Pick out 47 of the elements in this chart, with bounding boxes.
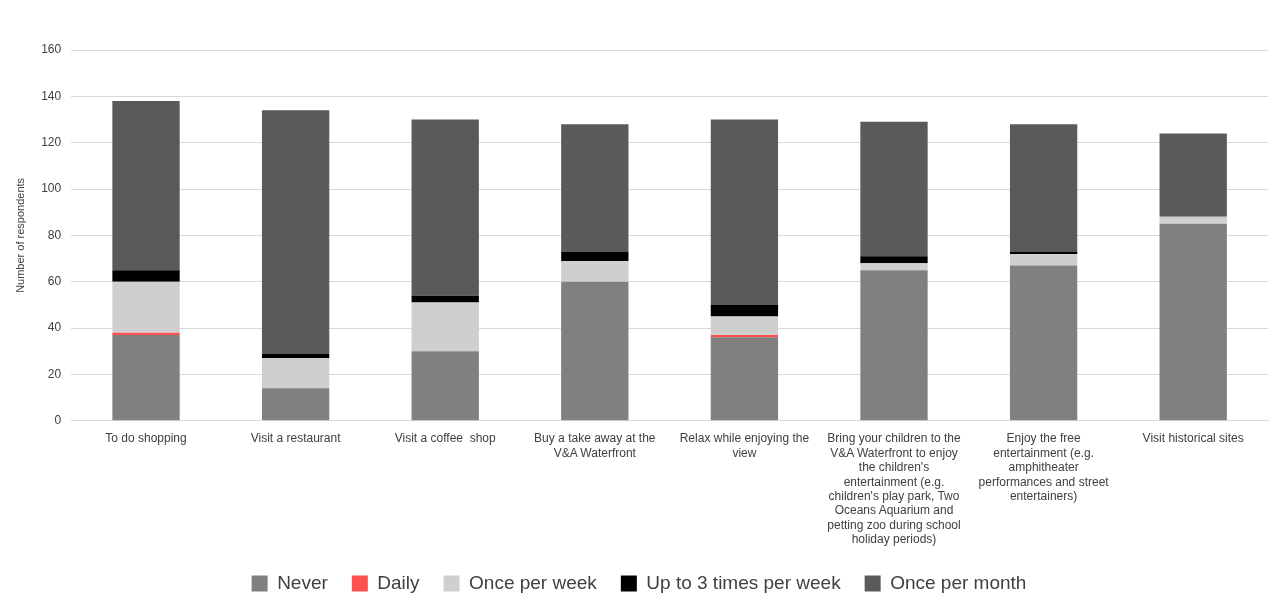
bar — [112, 100, 180, 271]
y-tick-label: 160 — [41, 42, 62, 57]
y-tick-label: 60 — [47, 274, 62, 289]
y-tick-label: 0 — [54, 413, 62, 428]
bar — [860, 270, 928, 421]
bar — [1159, 133, 1227, 217]
bar — [411, 119, 479, 296]
legend-label: Daily — [377, 571, 421, 593]
legend-label: Once per week — [469, 571, 598, 593]
bar — [561, 281, 629, 421]
legend-label: Up to 3 times per week — [646, 571, 842, 593]
y-tick-label: 20 — [47, 366, 62, 381]
bar — [411, 351, 479, 421]
bar — [561, 124, 629, 252]
x-tick-label: To do shopping — [105, 431, 187, 446]
bar — [860, 256, 928, 264]
x-tick-label: Visit historical sites — [1142, 431, 1244, 446]
bar — [1009, 124, 1078, 252]
bar — [710, 337, 779, 421]
legend-label: Once per month — [890, 571, 1027, 593]
bar — [561, 251, 629, 261]
y-tick-label: 140 — [41, 88, 62, 103]
bar — [1009, 265, 1078, 421]
x-tick-label: Visit a restaurant — [250, 431, 342, 446]
bar — [710, 119, 779, 305]
bar — [112, 335, 180, 421]
bar — [860, 263, 928, 271]
x-tick-label: Bring your children to the V&A Waterfront to enjoy the children's entertainment (e.g. children's play park, Two Oceans Aquarium and petting zoo during school holiday periods) — [827, 431, 962, 547]
bar — [710, 304, 779, 317]
y-tick-label: 120 — [41, 135, 62, 150]
legend-label: Never — [277, 571, 329, 593]
bar — [411, 295, 479, 303]
bar — [860, 121, 928, 257]
bar — [1159, 223, 1227, 421]
x-tick-label: Visit a coffee shop — [394, 431, 497, 446]
bar — [112, 270, 180, 282]
bar — [261, 110, 330, 354]
bar — [1009, 253, 1078, 266]
y-axis-title: Number of respondents — [13, 177, 26, 293]
bar — [261, 388, 330, 421]
y-tick-label: 100 — [41, 181, 62, 196]
y-tick-label: 80 — [47, 227, 62, 242]
bar — [1159, 216, 1227, 224]
x-tick-label: Relax while enjoying the view — [679, 431, 810, 460]
x-tick-label: Enjoy the free entertainment (e.g. amphitheater performances and street entertainers) — [978, 431, 1110, 503]
x-tick-label: Buy a take away at the V&A Waterfront — [534, 431, 656, 460]
y-tick-label: 40 — [47, 320, 62, 335]
